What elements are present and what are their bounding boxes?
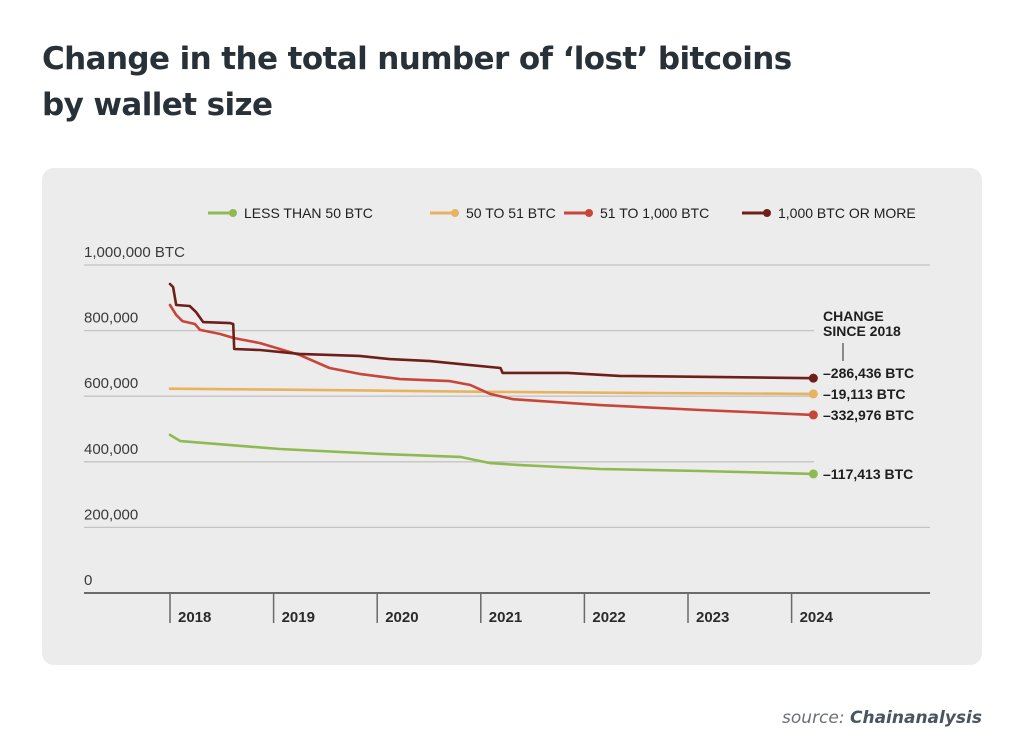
x-tick-label: 2020 [385,609,418,626]
series-end-point [808,410,818,420]
legend-swatch-dot [229,209,237,217]
legend-swatch-dot [451,209,459,217]
legend-swatch-dot [585,209,593,217]
y-tick-label: 400,000 [84,441,138,458]
y-tick-label: 0 [84,572,92,589]
legend-item: LESS THAN 50 BTC [208,205,373,221]
x-axis: 2018 2019 2020 2021 2022 2023 2024 [169,593,834,626]
chart-card [42,168,982,665]
gridlines [84,264,930,594]
legend: LESS THAN 50 BTC 50 TO 51 BTC 51 TO 1,000 … [208,205,916,221]
series-lines [168,282,818,479]
change-label: –332,976 BTC [823,407,914,423]
x-tick-label: 2018 [178,609,211,626]
legend-label: 51 TO 1,000 BTC [600,205,709,221]
x-tick-label: 2022 [592,609,625,626]
source-name: Chainanalysis [850,708,982,728]
source-prefix: source: [782,708,845,728]
series-line [168,303,815,417]
x-tick-label: 2023 [696,609,729,626]
legend-label: 50 TO 51 BTC [466,205,556,221]
source-credit: source: Chainanalysis [782,708,982,728]
annotation-title-line: CHANGE [823,308,884,324]
y-axis-labels: 1,000,000 BTC 800,000 600,000 400,000 200,00… [84,244,185,589]
y-tick-label: 1,000,000 BTC [84,244,185,261]
series-end-point [808,373,818,383]
legend-item: 1,000 BTC OR MORE [742,205,916,221]
series-line [168,387,815,396]
legend-label: LESS THAN 50 BTC [244,205,373,221]
legend-item: 51 TO 1,000 BTC [564,205,709,221]
annotation-title-line: SINCE 2018 [823,323,901,339]
y-tick-label: 800,000 [84,310,138,327]
legend-item: 50 TO 51 BTC [430,205,556,221]
y-tick-label: 600,000 [84,375,138,392]
legend-label: 1,000 BTC OR MORE [778,205,916,221]
change-label: –19,113 BTC [823,386,906,402]
x-tick-label: 2021 [489,609,522,626]
series-line [168,433,815,476]
x-tick-label: 2024 [800,609,834,626]
series-line [168,282,815,380]
change-label: –117,413 BTC [823,466,913,482]
series-end-point [808,469,818,479]
legend-swatch-dot [763,209,771,217]
x-tick-label: 2019 [282,609,315,626]
y-tick-label: 200,000 [84,506,138,523]
series-end-point [808,389,818,399]
change-label: –286,436 BTC [823,365,914,381]
chart-title: Change in the total number of ‘lost’ bit… [42,41,792,123]
